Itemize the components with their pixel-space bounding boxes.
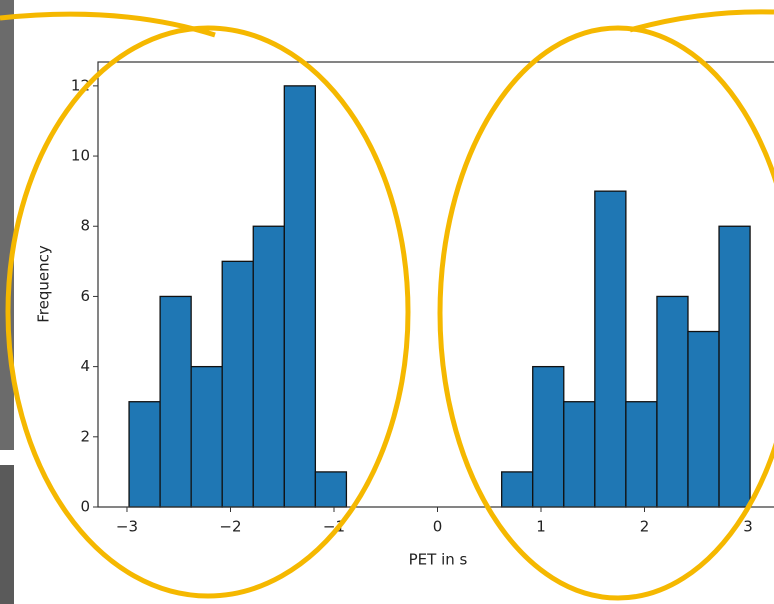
y-tick-label: 0: [80, 498, 90, 516]
background-photo: [0, 465, 14, 604]
ellipse: [5, 25, 411, 599]
x-tick-label: 1: [536, 518, 546, 536]
x-tick-label: −2: [219, 518, 241, 536]
y-tick-label: 10: [71, 147, 90, 165]
bar: [314, 471, 348, 508]
y-tick-label: 2: [80, 427, 90, 445]
bar: [283, 85, 317, 508]
y-tick-label: 4: [80, 357, 90, 375]
x-tick-label: 0: [433, 518, 443, 536]
bar: [128, 401, 161, 508]
bar: [687, 330, 720, 508]
bar: [159, 295, 192, 508]
y-tick-label: 8: [80, 217, 90, 235]
y-axis-label: Frequency: [35, 245, 53, 323]
x-tick-label: 3: [743, 518, 753, 536]
bar: [221, 260, 254, 508]
bar: [252, 225, 285, 508]
x-tick-label: −3: [116, 518, 138, 536]
bar: [501, 471, 534, 508]
y-tick-label: 6: [80, 287, 90, 305]
x-tick-label: 2: [640, 518, 650, 536]
bar: [190, 365, 223, 508]
ellipse: [437, 25, 774, 601]
annotation-ellipses: [0, 9, 774, 601]
x-axis-label: PET in s: [409, 551, 468, 569]
bar: [656, 295, 689, 508]
arc: [0, 11, 216, 38]
bar: [625, 401, 658, 508]
bar: [563, 401, 596, 508]
arc: [629, 9, 774, 33]
bar: [532, 365, 565, 508]
bar: [718, 225, 751, 508]
bar: [594, 190, 627, 508]
